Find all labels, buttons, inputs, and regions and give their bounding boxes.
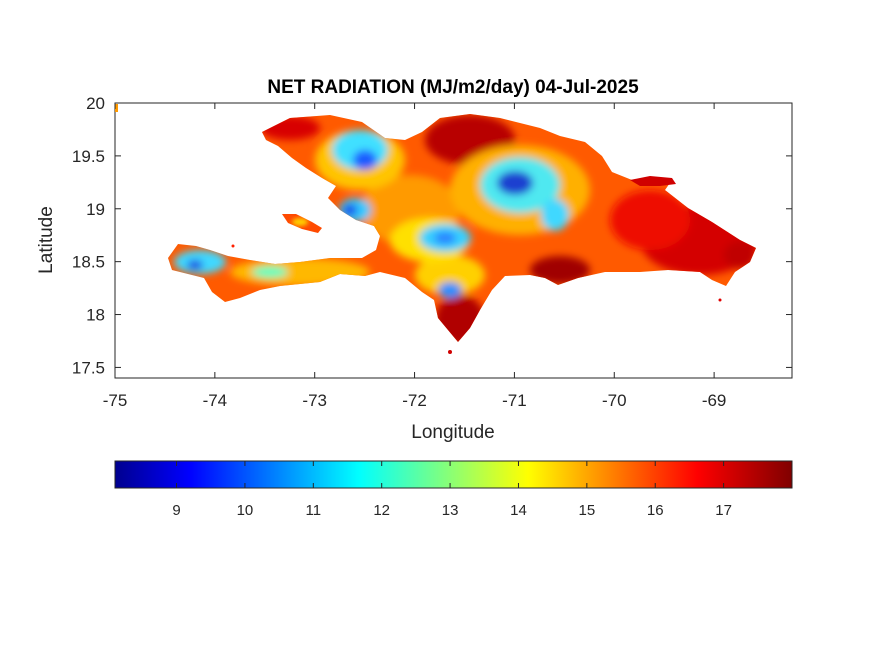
colorbar-tick-label: 10 <box>237 502 254 519</box>
x-tick-label: -73 <box>302 391 327 410</box>
y-tick-label: 18.5 <box>72 253 105 272</box>
y-tick-label: 17.5 <box>72 358 105 377</box>
colorbar-tick-label: 15 <box>579 502 596 519</box>
y-tick-label: 19.5 <box>72 147 105 166</box>
colorbar <box>114 460 793 489</box>
x-tick-label: -75 <box>103 391 128 410</box>
x-tick-label: -70 <box>602 391 627 410</box>
colorbar-tick-label: 12 <box>373 502 390 519</box>
y-tick-label: 20 <box>86 94 105 113</box>
chart-title: NET RADIATION (MJ/m2/day) 04-Jul-2025 <box>267 77 639 98</box>
x-tick-label: -74 <box>203 391 228 410</box>
y-axis-ticks: 17.5 18 18.5 19 19.5 20 <box>72 94 792 377</box>
colorbar-tick-label: 11 <box>306 502 322 519</box>
colorbar-tick-label: 13 <box>442 502 459 519</box>
colorbar-tick-label: 16 <box>647 502 664 519</box>
x-tick-label: -72 <box>402 391 427 410</box>
y-axis-label: Latitude <box>36 206 57 274</box>
x-axis-label: Longitude <box>411 422 494 443</box>
x-tick-label: -69 <box>702 391 727 410</box>
colorbar-ticks: 9 10 11 12 13 14 15 16 17 <box>172 461 732 519</box>
colorbar-tick-label: 9 <box>172 502 180 519</box>
y-tick-label: 18 <box>86 306 105 325</box>
y-tick-label: 19 <box>86 200 105 219</box>
colorbar-tick-label: 17 <box>715 502 732 519</box>
colorbar-tick-label: 14 <box>510 502 527 519</box>
x-axis-ticks: -75 -74 -73 -72 -71 -70 -69 <box>103 103 727 410</box>
x-tick-label: -71 <box>502 391 527 410</box>
